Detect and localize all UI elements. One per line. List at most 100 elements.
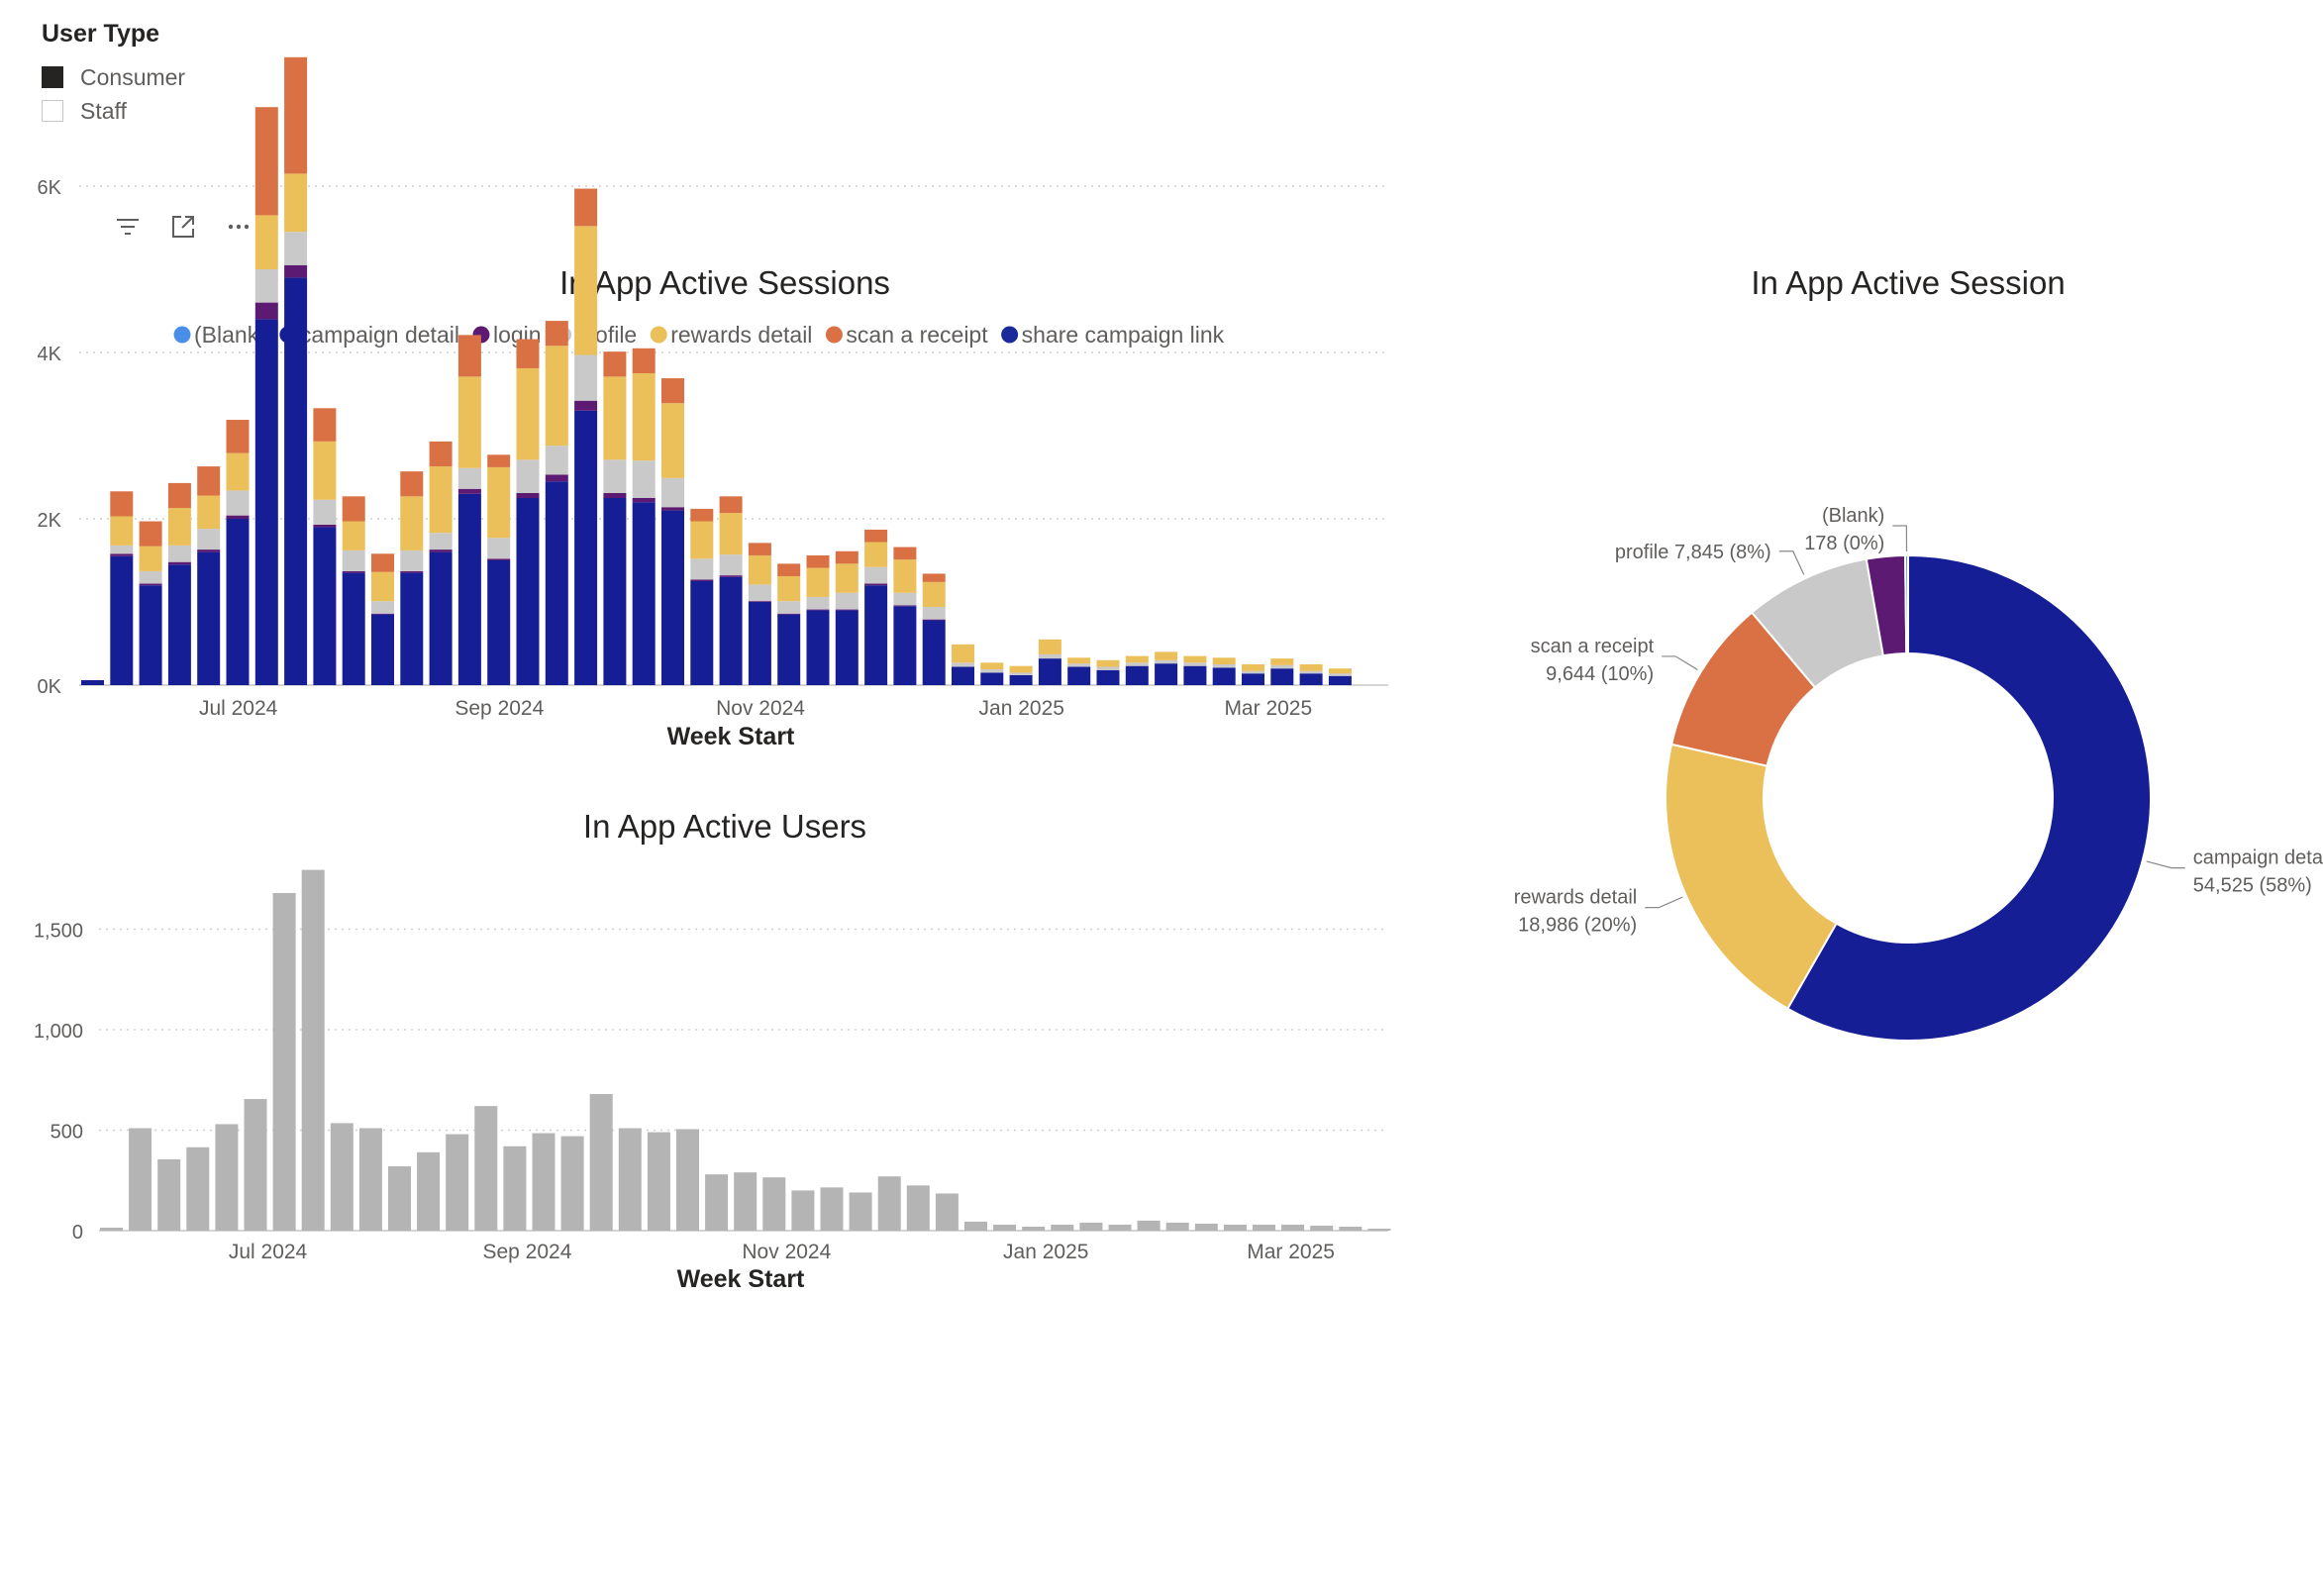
legend-label-blank: (Blank) [194,322,266,348]
donut-label-value: 54,525 (58%) [2193,875,2312,897]
focus-mode-button[interactable] [166,210,200,244]
users-bar [1194,1223,1218,1231]
sessions-legend: (Blank) campaign detail login profile reward… [173,322,1225,348]
sessions-bar-campaign-detail [980,672,1004,685]
slicer-item-consumer[interactable]: Consumer [42,60,185,94]
sessions-bar-profile [197,529,221,550]
sessions-bar-campaign-detail [806,610,830,685]
sessions-bar-rewards-detail [167,508,191,546]
sessions-bar-profile [864,566,888,584]
sessions-bar-campaign-detail [1212,667,1236,685]
sessions-bar-login [429,549,453,552]
filter-button[interactable] [111,210,145,244]
sessions-bar-campaign-detail [1096,669,1120,685]
users-bar [647,1132,670,1231]
sessions-bar-profile [313,499,337,525]
slicer-item-label: Consumer [80,63,186,90]
users-bar [1367,1228,1391,1231]
sessions-bar-rewards-detail [487,466,511,539]
sessions-ytick-label: 2K [38,510,62,532]
sessions-bar-login [110,553,134,556]
sessions-ytick-label: 6K [38,177,62,199]
sessions-bar-campaign-detail [1270,668,1294,685]
sessions-bar-profile [1067,663,1091,667]
users-bar [1051,1224,1074,1231]
sessions-bar-rewards-detail [139,546,162,571]
sessions-bar-login [457,488,481,494]
sessions-bar-login [254,302,278,320]
users-bar [446,1134,469,1231]
slicer-item-staff[interactable]: Staff [42,94,185,128]
sessions-bar-campaign-detail [516,498,540,685]
users-bar [1022,1226,1046,1231]
sessions-bar-rewards-detail [342,521,365,550]
sessions-bar-rewards-detail [457,376,481,468]
sessions-bar-rewards-detail [864,542,888,567]
users-bar [589,1093,613,1231]
users-bar [532,1133,556,1231]
sessions-bar-rewards-detail [400,496,424,550]
sessions-bar-rewards-detail [1328,668,1352,674]
sessions-bar-rewards-detail [1299,664,1323,671]
sessions-bar-login [922,619,946,621]
sessions-bar-scan-a-receipt [487,454,511,467]
sessions-bar-campaign-detail [661,510,684,685]
sessions-bar-profile [457,467,481,489]
sessions-bar-scan-a-receipt [516,339,540,368]
sessions-bar-rewards-detail [1183,655,1207,663]
sessions-bar-scan-a-receipt [748,543,771,555]
staff-checkbox[interactable] [42,100,63,122]
sessions-bar-campaign-detail [952,666,974,685]
consumer-checkbox[interactable] [42,66,63,88]
sessions-bar-profile [342,549,365,571]
donut-label-name: campaign detail [2193,848,2323,869]
sessions-bar-profile [1242,670,1264,674]
sessions-bar-login [661,507,684,511]
more-options-button[interactable] [222,210,255,244]
users-xticks: Jul 2024 Sep 2024 Nov 2024 Jan 2025 Mar 2025 [229,1241,1335,1263]
sessions-bar-scan-a-receipt [429,441,453,467]
sessions-bar-profile [1270,664,1294,669]
donut-label-name: profile 7,845 (8%) [1615,542,1771,563]
sessions-bar-scan-a-receipt [835,550,858,564]
sessions-bar-profile [139,570,162,584]
legend-marker-blank [173,326,191,344]
users-bar [676,1129,699,1231]
users-bar [935,1193,959,1231]
sessions-bar-rewards-detail [1155,651,1178,660]
sessions-bar-rewards-detail [254,215,278,269]
sessions-bar-login [574,400,598,411]
sessions-bar-login [197,549,221,552]
users-bar [1223,1224,1247,1231]
sessions-bar-login [371,613,394,615]
donut-slices [1665,553,2152,1042]
sessions-bar-login [487,558,511,560]
slicer-title: User Type [42,20,160,48]
sessions-xticks: Jul 2024 Sep 2024 Nov 2024 Jan 2025 Mar 2025 [199,697,1312,720]
legend-label-rewards-detail: rewards detail [670,322,812,348]
users-bar [560,1136,584,1231]
sessions-bar-campaign-detail [864,585,888,685]
sessions-bar-rewards-detail [603,376,627,460]
sessions-bar-rewards-detail [1038,639,1061,654]
donut-leader-line [2146,860,2185,869]
users-bar [1281,1224,1305,1231]
slicer-item-label: Staff [80,97,127,124]
sessions-xtick-label: Nov 2024 [716,697,805,720]
sessions-bar-profile [661,477,684,508]
sessions-bar-campaign-detail [632,502,656,685]
sessions-bar-rewards-detail [980,662,1004,670]
sessions-bar-campaign-detail [81,679,104,685]
users-bar [330,1123,354,1231]
sessions-bar-profile [1096,666,1120,670]
sessions-bar-profile [922,607,946,620]
sessions-bar-profile [1155,659,1178,664]
sessions-bar-login [603,492,627,498]
users-chart: In App Active Users 0 500 1,000 1,500 Jul 2… [34,808,1391,1293]
users-bar [1253,1224,1275,1231]
sessions-bar-profile [110,545,134,554]
sessions-bar-profile [806,596,830,610]
users-bars [100,869,1391,1231]
users-bar [388,1166,411,1231]
